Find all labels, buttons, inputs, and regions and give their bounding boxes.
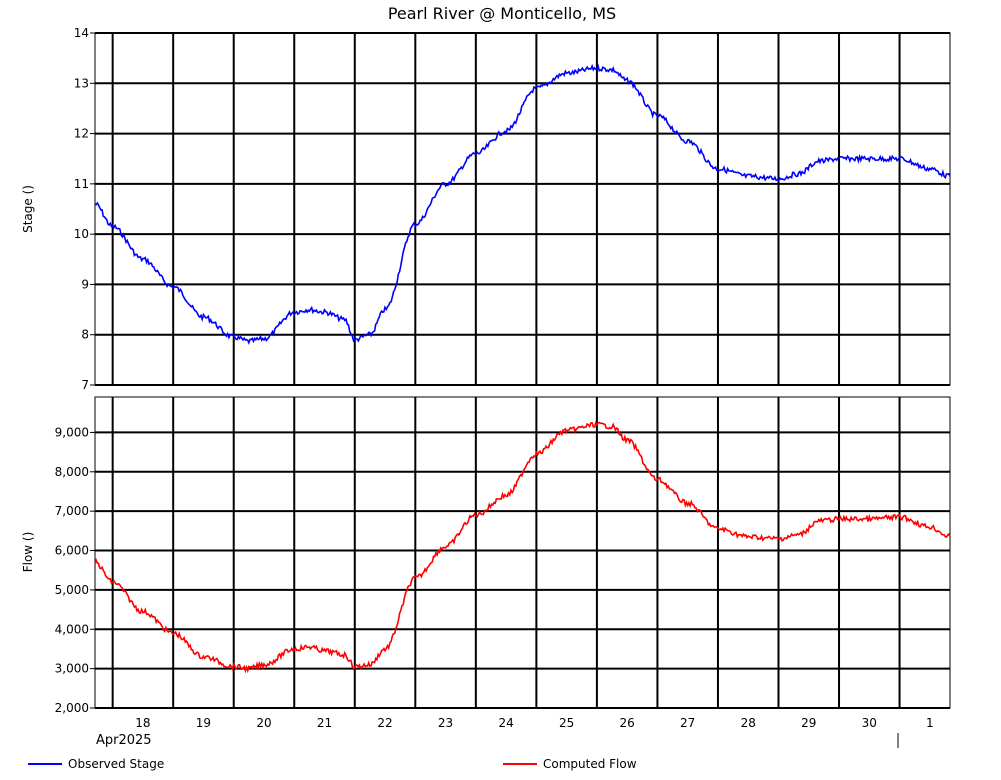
- flow-panel: 2,000 3,000 4,000 5,000 6,000 7,000 8,000 9,000…: [21, 396, 951, 715]
- stage-y-tick-label: 8: [81, 328, 89, 342]
- observed-stage-line: [94, 63, 951, 345]
- stage-y-tick-labels: 7 8 9 10 11 12 13 14: [74, 26, 89, 392]
- flow-y-tick-label: 9,000: [55, 425, 89, 439]
- stage-y-tick-label: 11: [74, 177, 89, 191]
- date-tick-label: 21: [317, 716, 332, 730]
- flow-plot-frame: [94, 396, 951, 709]
- date-tick-label: 30: [862, 716, 877, 730]
- legend-item-computed-flow: Computed Flow: [503, 757, 637, 771]
- flow-y-axis-label: Flow (): [21, 532, 35, 573]
- date-tick-label: 28: [741, 716, 756, 730]
- date-tick-label: 24: [498, 716, 513, 730]
- legend-label-observed-stage: Observed Stage: [68, 757, 164, 771]
- chart-title: Pearl River @ Monticello, MS: [388, 4, 616, 23]
- date-tick-label: 25: [559, 716, 574, 730]
- flow-y-tick-label: 3,000: [55, 662, 89, 676]
- date-tick-label: 22: [377, 716, 392, 730]
- date-tick-label: 29: [801, 716, 816, 730]
- date-tick-label: 18: [135, 716, 150, 730]
- legend: Observed Stage Computed Flow: [28, 757, 637, 771]
- stage-gridlines: [90, 32, 950, 386]
- stage-panel: 7 8 9 10 11 12 13 14 Stage (): [21, 26, 951, 392]
- flow-y-tick-label: 4,000: [55, 622, 89, 636]
- legend-label-computed-flow: Computed Flow: [543, 757, 637, 771]
- flow-y-tick-label: 8,000: [55, 465, 89, 479]
- stage-y-tick-label: 10: [74, 227, 89, 241]
- date-tick-label: 20: [256, 716, 271, 730]
- date-tick-label: 23: [438, 716, 453, 730]
- flow-y-tick-label: 7,000: [55, 504, 89, 518]
- month-year-label: Apr2025: [96, 733, 152, 748]
- stage-y-tick-label: 13: [74, 76, 89, 90]
- flow-y-tick-labels: 2,000 3,000 4,000 5,000 6,000 7,000 8,000 9,000: [55, 425, 89, 715]
- date-tick-label: 27: [680, 716, 695, 730]
- flow-y-tick-label: 5,000: [55, 583, 89, 597]
- date-tick-label: 26: [620, 716, 635, 730]
- stage-y-tick-label: 12: [74, 127, 89, 141]
- computed-flow-line: [94, 420, 951, 674]
- flow-y-tick-label: 2,000: [55, 701, 89, 715]
- stage-y-tick-label: 9: [81, 277, 89, 291]
- date-tick-labels: 18 19 20 21 22 23 24 25 26 27 28 29 30 1: [135, 716, 933, 730]
- date-tick-label: 19: [196, 716, 211, 730]
- stage-y-tick-label: 14: [74, 26, 89, 40]
- legend-item-observed-stage: Observed Stage: [28, 757, 164, 771]
- stage-y-tick-label: 7: [81, 378, 89, 392]
- stage-plot-frame: [94, 32, 951, 386]
- flow-y-tick-label: 6,000: [55, 544, 89, 558]
- stage-y-axis-label: Stage (): [21, 185, 35, 233]
- date-tick-label: 1: [926, 716, 934, 730]
- date-axis: 18 19 20 21 22 23 24 25 26 27 28 29 30 1 Apr2025: [95, 707, 950, 748]
